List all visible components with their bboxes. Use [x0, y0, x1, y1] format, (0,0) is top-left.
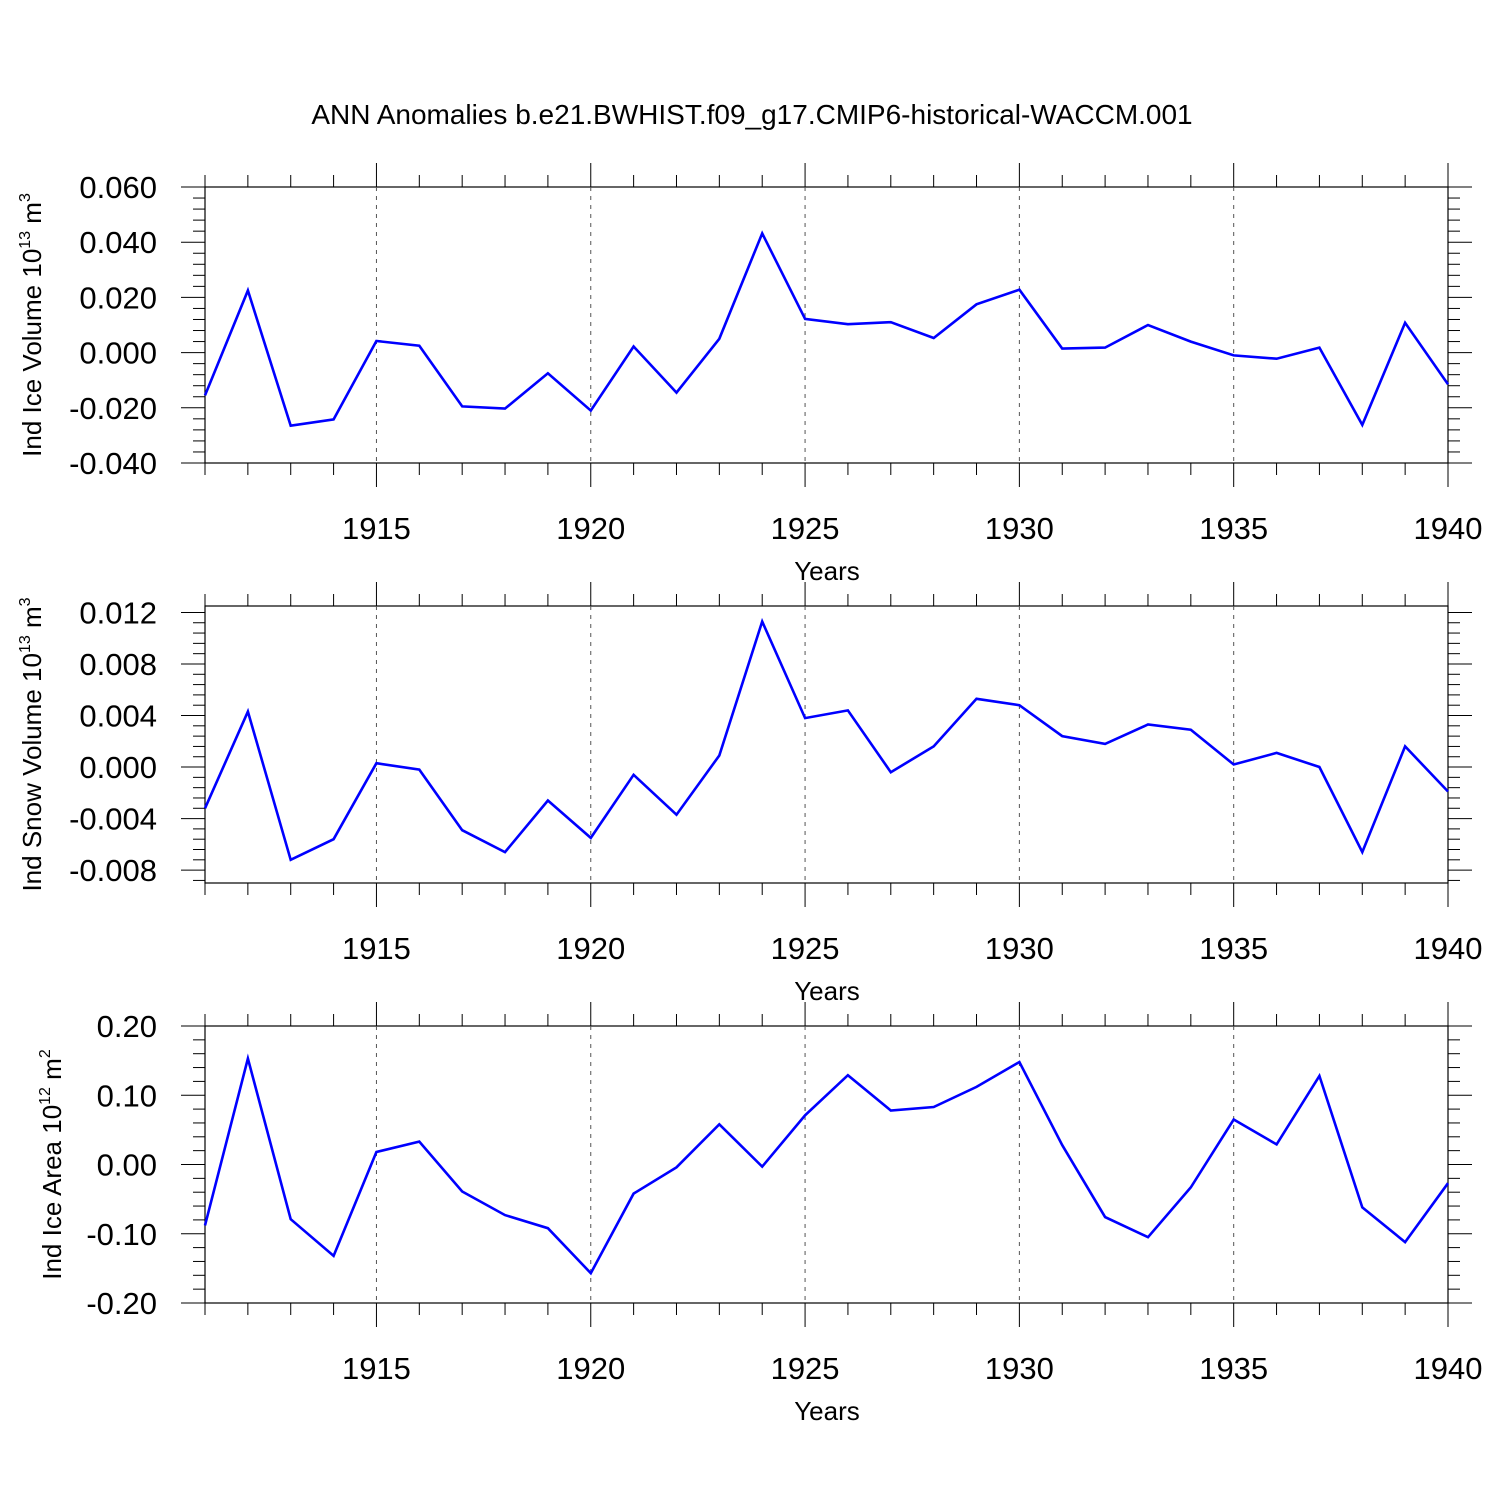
- panel-2: -0.008 -0.004 0.000 0.004 0.008 0.012 1915 1920…: [17, 582, 1482, 1006]
- y-axis-label: Ind Ice Volume 1013 m3: [17, 193, 47, 457]
- plot-frame: [204, 1025, 1449, 1304]
- series-line: [203, 1053, 1450, 1276]
- x-tick-label: 1915: [342, 931, 411, 966]
- x-tick-label: 1930: [985, 511, 1054, 546]
- y-tick-label: 0.020: [79, 280, 157, 315]
- x-tick-label: 1920: [556, 931, 625, 966]
- y-tick-label: 0.10: [97, 1078, 157, 1113]
- y-axis-label-base: Ind Ice Area 10: [37, 1105, 67, 1280]
- series-line: [203, 230, 1450, 428]
- y-axis-label: Ind Ice Area 1012 m2: [37, 1049, 67, 1280]
- y-tick-label: -0.040: [69, 446, 157, 481]
- y-tick-label: -0.004: [69, 802, 157, 837]
- x-axis-label: Years: [794, 556, 860, 586]
- y-axis-label-exponent: 13: [17, 635, 34, 653]
- x-tick-label: 1940: [1414, 1351, 1483, 1386]
- x-tick-label: 1920: [556, 511, 625, 546]
- x-tick-label: 1925: [771, 511, 840, 546]
- x-tick-label: 1915: [342, 1351, 411, 1386]
- x-axis-label: Years: [794, 1396, 860, 1426]
- y-tick-label: 0.008: [79, 647, 157, 682]
- figure-title: ANN Anomalies b.e21.BWHIST.f09_g17.CMIP6…: [311, 99, 1192, 130]
- y-axis-label-unit: m: [17, 606, 47, 635]
- y-tick-label: 0.060: [79, 170, 157, 205]
- x-tick-label: 1930: [985, 1351, 1054, 1386]
- y-tick-label: -0.008: [69, 853, 157, 888]
- y-tick-label: -0.020: [69, 391, 157, 426]
- y-axis-label-unit: m: [37, 1058, 67, 1087]
- plot-frame: [204, 605, 1449, 884]
- y-tick-label: 0.040: [79, 225, 157, 260]
- x-tick-label: 1925: [771, 1351, 840, 1386]
- panels: -0.040 -0.020 0.000 0.020 0.040 0.060 1915 1920…: [17, 163, 1482, 1426]
- y-axis-label: Ind Snow Volume 1013 m3: [17, 597, 47, 891]
- x-tick-label: 1940: [1414, 931, 1483, 966]
- y-axis-label-unit-exponent: 3: [17, 193, 34, 202]
- y-tick-label: 0.20: [97, 1009, 157, 1044]
- y-axis-label-base: Ind Snow Volume 10: [17, 653, 47, 892]
- y-tick-label: 0.00: [97, 1148, 157, 1183]
- x-tick-label: 1935: [1199, 931, 1268, 966]
- y-axis-label-base: Ind Ice Volume 10: [17, 249, 47, 457]
- x-tick-label: 1930: [985, 931, 1054, 966]
- series-line: [203, 617, 1449, 862]
- x-tick-label: 1920: [556, 1351, 625, 1386]
- panel-1: -0.040 -0.020 0.000 0.020 0.040 0.060 1915 1920…: [17, 163, 1482, 586]
- y-axis-label-unit-exponent: 2: [37, 1049, 54, 1058]
- y-tick-label: -0.20: [86, 1286, 157, 1321]
- x-tick-label: 1925: [771, 931, 840, 966]
- y-tick-label: 0.000: [79, 336, 157, 371]
- y-tick-label: 0.012: [79, 595, 157, 630]
- panel-3: -0.20 -0.10 0.00 0.10 0.20 1915 1920 1925 1930 19…: [37, 1002, 1482, 1426]
- x-axis-label: Years: [794, 976, 860, 1006]
- y-axis-label-unit-exponent: 3: [17, 597, 34, 606]
- x-tick-label: 1935: [1199, 1351, 1268, 1386]
- y-axis-label-exponent: 12: [37, 1087, 54, 1105]
- y-axis-label-unit: m: [17, 202, 47, 231]
- y-tick-label: 0.004: [79, 699, 157, 734]
- y-tick-label: 0.000: [79, 750, 157, 785]
- x-tick-label: 1935: [1199, 511, 1268, 546]
- x-tick-label: 1940: [1414, 511, 1483, 546]
- x-tick-label: 1915: [342, 511, 411, 546]
- y-axis-label-exponent: 13: [17, 231, 34, 249]
- y-tick-label: -0.10: [86, 1217, 157, 1252]
- plot-frame: [204, 186, 1449, 464]
